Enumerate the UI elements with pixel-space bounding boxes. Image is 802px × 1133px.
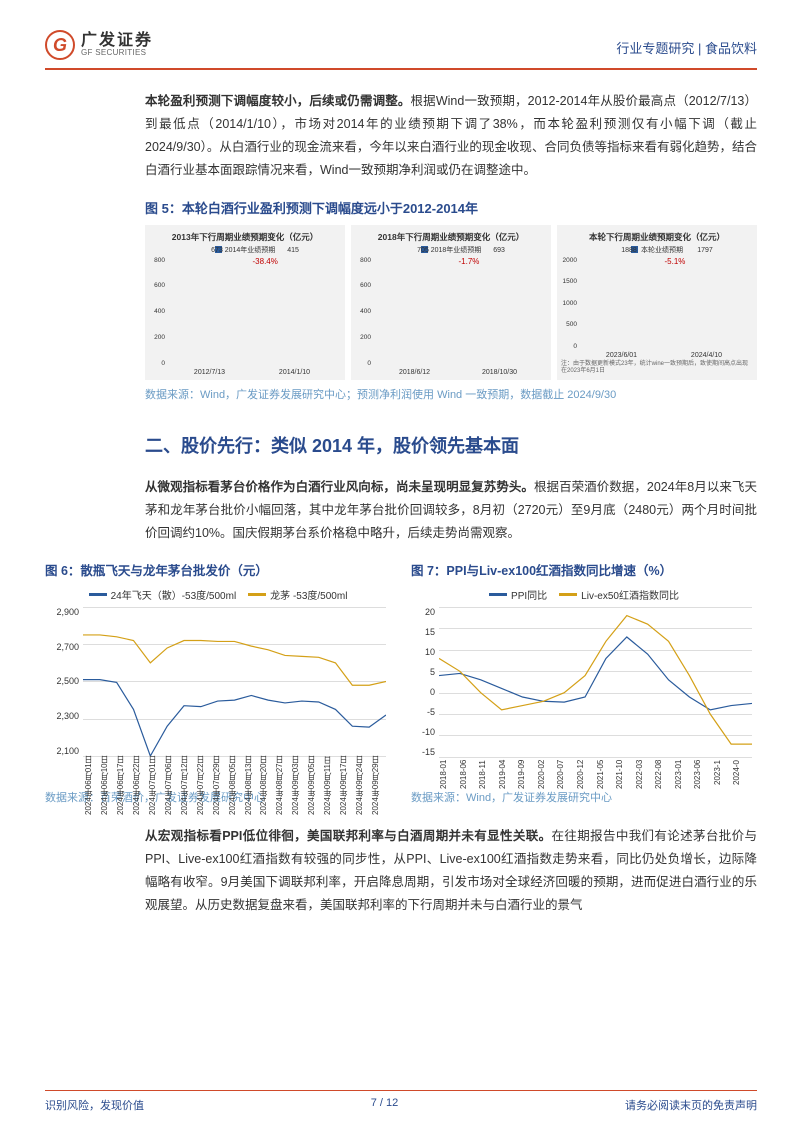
footer-right: 请务必阅读末页的免责声明	[625, 1097, 757, 1113]
mini-bar-chart: 2018年下行周期业绩预期变化（亿元）2018年业绩预期800600400200…	[351, 225, 551, 380]
fig7-title: 图 7：PPI与Liv-ex100红酒指数同比增速（%）	[411, 560, 757, 579]
section-2-title: 二、股价先行：类似 2014 年，股价领先基本面	[145, 432, 757, 458]
logo-icon: G	[45, 30, 75, 60]
fig5-charts: 2013年下行周期业绩预期变化（亿元）2014年业绩预期800600400200…	[145, 225, 757, 380]
fig6-chart: 24年飞天（散）-53度/500ml龙茅 -53度/500ml 2,9002,7…	[45, 587, 391, 787]
fig7-chart: PPI同比Liv-ex50红酒指数同比 20151050-5-10-15 201…	[411, 587, 757, 787]
fig5-title: 图 5：本轮白酒行业盈利预测下调幅度远小于2012-2014年	[145, 198, 757, 217]
legend-item: PPI同比	[489, 587, 547, 602]
mini-bar-chart: 2013年下行周期业绩预期变化（亿元）2014年业绩预期800600400200…	[145, 225, 345, 380]
fig6-column: 图 6：散瓶飞天与龙年茅台批发价（元） 24年飞天（散）-53度/500ml 龙茅…	[45, 560, 391, 805]
page-footer: 识别风险，发现价值 7 / 12 请务必阅读末页的免责声明	[45, 1090, 757, 1113]
logo-cn: 广发证券	[81, 33, 153, 49]
mini-bar-chart: 本轮下行周期业绩预期变化（亿元）本轮业绩预期200015001000500018…	[557, 225, 757, 380]
fig5-source: 数据来源：Wind，广发证券发展研究中心；预测净利润使用 Wind 一致预期，数…	[145, 386, 757, 402]
logo: G 广发证券 GF SECURITIES	[45, 30, 153, 60]
legend-item: 龙茅 -53度/500ml	[248, 587, 347, 602]
legend-item: 24年飞天（散）-53度/500ml	[89, 587, 237, 602]
paragraph-2: 从微观指标看茅台价格作为白酒行业风向标，尚未呈现明显复苏势头。根据百荣酒价数据，…	[145, 476, 757, 545]
footer-center: 7 / 12	[371, 1097, 399, 1113]
fig7-column: 图 7：PPI与Liv-ex100红酒指数同比增速（%） PPI同比 Liv-ex…	[411, 560, 757, 805]
header-category: 行业专题研究 | 食品饮料	[616, 38, 757, 57]
footer-left: 识别风险，发现价值	[45, 1097, 144, 1113]
logo-en: GF SECURITIES	[81, 49, 153, 57]
legend-item: Liv-ex50红酒指数同比	[559, 587, 679, 602]
paragraph-1: 本轮盈利预测下调幅度较小，后续或仍需调整。根据Wind一致预期，2012-201…	[145, 90, 757, 183]
page-header: G 广发证券 GF SECURITIES 行业专题研究 | 食品饮料	[45, 30, 757, 70]
fig6-title: 图 6：散瓶飞天与龙年茅台批发价（元）	[45, 560, 391, 579]
paragraph-3: 从宏观指标看PPI低位徘徊，美国联邦利率与白酒周期并未有显性关联。在往期报告中我…	[145, 825, 757, 918]
